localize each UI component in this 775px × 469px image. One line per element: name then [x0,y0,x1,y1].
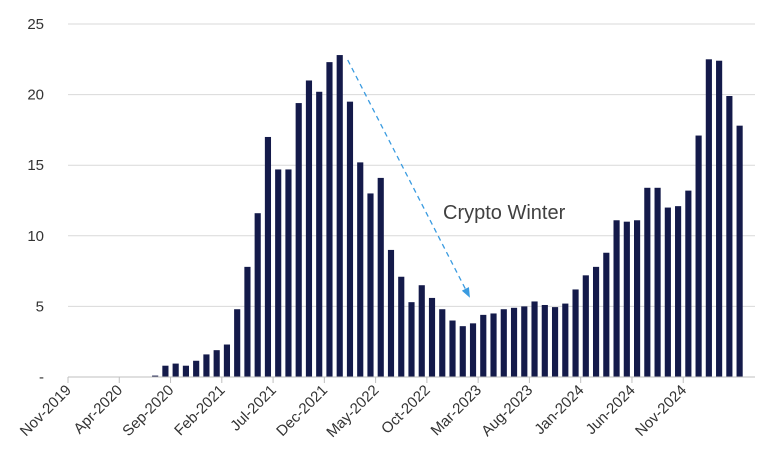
gridlines [68,23,755,307]
y-tick-label: 5 [36,298,44,315]
bar [275,169,282,377]
bar [387,249,395,377]
bar [736,125,743,377]
bar [510,307,518,377]
bar [398,276,405,377]
bar [264,136,272,377]
y-tick-label: 15 [27,157,44,174]
bar [305,80,313,377]
bar [716,60,723,377]
bar [469,323,477,377]
y-tick-label: 20 [27,87,44,104]
bar [213,350,220,377]
bar [193,360,200,377]
x-tick-label: Mar-2023 [428,382,485,439]
bar [562,303,569,377]
bar [726,96,733,378]
y-tick-label: 25 [27,16,44,33]
bar [582,275,589,377]
bar [551,307,559,377]
bar [408,302,415,377]
bar [254,213,261,377]
bar [531,301,538,377]
bar [613,220,620,377]
x-tick-label: Nov-2024 [632,382,690,440]
x-tick-label: Dec-2021 [273,382,331,440]
bar [541,304,548,377]
bar [357,162,364,377]
x-tick-label: Aug-2023 [478,382,536,440]
y-tick-label: 10 [27,228,44,245]
bar [490,313,497,377]
bar [152,375,159,377]
x-tick-label: Sep-2020 [119,382,177,440]
x-axis-ticks: Nov-2019Apr-2020Sep-2020Feb-2021Jul-2021… [17,377,690,441]
x-tick-label: Jul-2021 [227,382,280,435]
x-tick-label: Oct-2022 [378,382,434,438]
bar [316,91,323,377]
bar [428,297,436,377]
x-tick-label: Jun-2024 [583,382,639,438]
bar [295,103,302,378]
trend-arrow [347,59,470,298]
bar [172,363,179,377]
bar [500,309,507,377]
bar [644,187,651,377]
bar [418,285,425,377]
bar [234,309,241,377]
y-tick-label: - [39,369,44,386]
bar [603,252,610,377]
bar [223,344,231,377]
y-axis-ticks: - 5 10 15 20 25 [27,16,44,386]
bar [203,354,210,377]
x-tick-label: Apr-2020 [70,382,126,438]
bar [459,326,466,377]
bar [592,266,600,377]
bar [685,190,692,377]
bar [162,365,169,377]
bar [705,59,712,378]
x-tick-label: Jan-2024 [531,382,587,438]
bars [152,55,743,378]
bar [664,207,671,377]
bar [285,169,292,377]
x-tick-label: Nov-2019 [17,382,75,440]
annotation-label: Crypto Winter [443,202,566,224]
bar [377,177,384,377]
bar [244,266,251,377]
bar [623,221,630,377]
bar [346,101,354,377]
bar [367,193,374,377]
bar [439,309,446,377]
bar [675,206,682,377]
bar [182,365,189,377]
bar [480,314,487,377]
bar [521,306,528,377]
bar [326,62,333,378]
bar [654,187,661,377]
bar [695,135,702,377]
annotations: Crypto Winter [347,59,566,298]
bar [634,220,641,377]
x-tick-label: May-2022 [323,382,382,441]
bar [449,320,456,377]
x-tick-label: Feb-2021 [171,382,228,439]
bar [336,55,343,378]
bar [572,289,579,377]
